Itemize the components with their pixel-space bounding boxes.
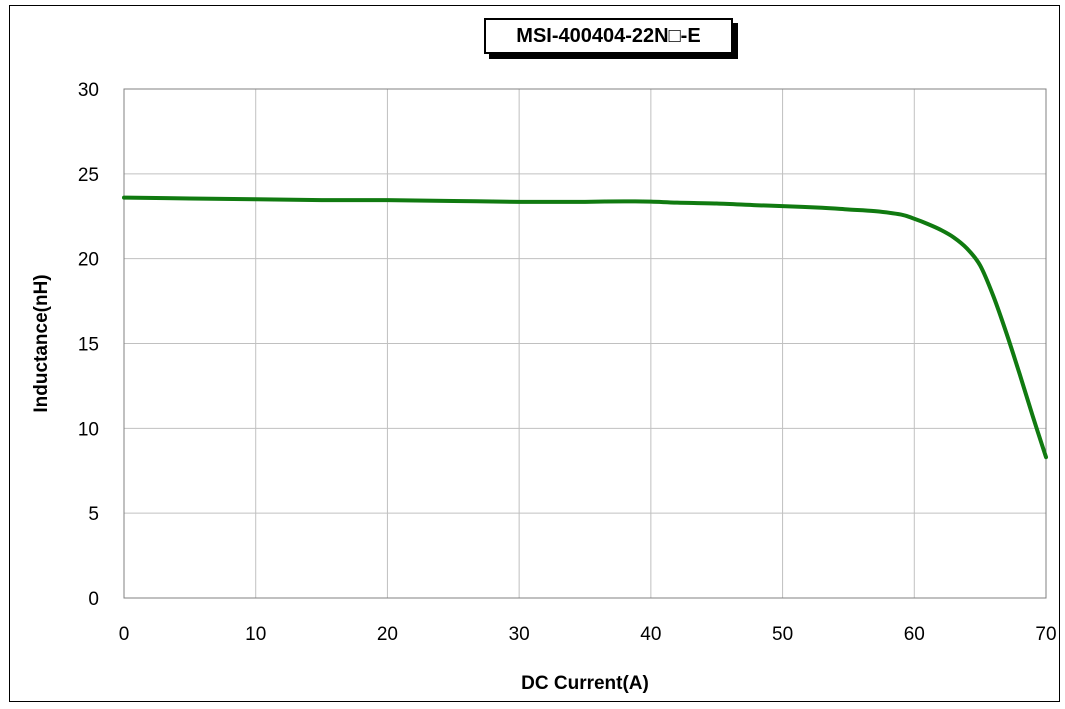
y-tick-labels: 0 5 10 15 20 25 30 (78, 80, 99, 610)
plot-area-border (123, 88, 1047, 599)
x-tick-label: 40 (640, 624, 661, 645)
x-tick-label: 30 (509, 624, 530, 645)
x-tick-label: 20 (377, 624, 398, 645)
y-tick-label: 30 (78, 80, 99, 101)
y-tick-label: 10 (78, 419, 99, 440)
x-tick-label: 70 (1035, 624, 1056, 645)
series-layer (122, 195, 1048, 460)
y-axis-title: Inductance(nH) (31, 274, 52, 412)
y-tick-label: 25 (78, 165, 99, 186)
x-axis-title: DC Current(A) (521, 673, 649, 694)
y-tick-label: 15 (78, 335, 99, 356)
y-tick-label: 0 (88, 589, 99, 610)
x-tick-label: 0 (119, 624, 130, 645)
y-tick-label: 5 (88, 504, 99, 525)
y-tick-label: 20 (78, 250, 99, 271)
x-tick-label: 10 (245, 624, 266, 645)
grid-layer (123, 88, 1047, 599)
chart-title-box: MSI-400404-22N□-E (484, 18, 733, 54)
chart-frame (9, 5, 1060, 702)
chart-title: MSI-400404-22N□-E (516, 24, 701, 47)
x-tick-labels: 0 10 20 30 40 50 60 70 (119, 624, 1057, 645)
x-tick-label: 50 (772, 624, 793, 645)
x-tick-label: 60 (904, 624, 925, 645)
series-line (122, 195, 1048, 460)
